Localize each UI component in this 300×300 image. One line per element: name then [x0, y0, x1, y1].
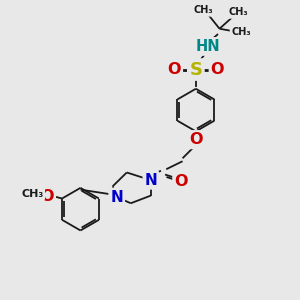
Text: O: O — [167, 62, 181, 77]
Text: CH₃: CH₃ — [231, 27, 250, 37]
Text: CH₃: CH₃ — [194, 5, 213, 15]
Text: O: O — [189, 132, 202, 147]
Text: CH₃: CH₃ — [228, 8, 248, 17]
Text: O: O — [174, 174, 188, 189]
Text: S: S — [189, 61, 203, 79]
Text: N: N — [145, 173, 157, 188]
Text: O: O — [211, 62, 224, 77]
Text: O: O — [40, 189, 54, 204]
Text: CH₃: CH₃ — [21, 189, 44, 199]
Text: N: N — [110, 190, 123, 205]
Text: HN: HN — [195, 39, 220, 54]
